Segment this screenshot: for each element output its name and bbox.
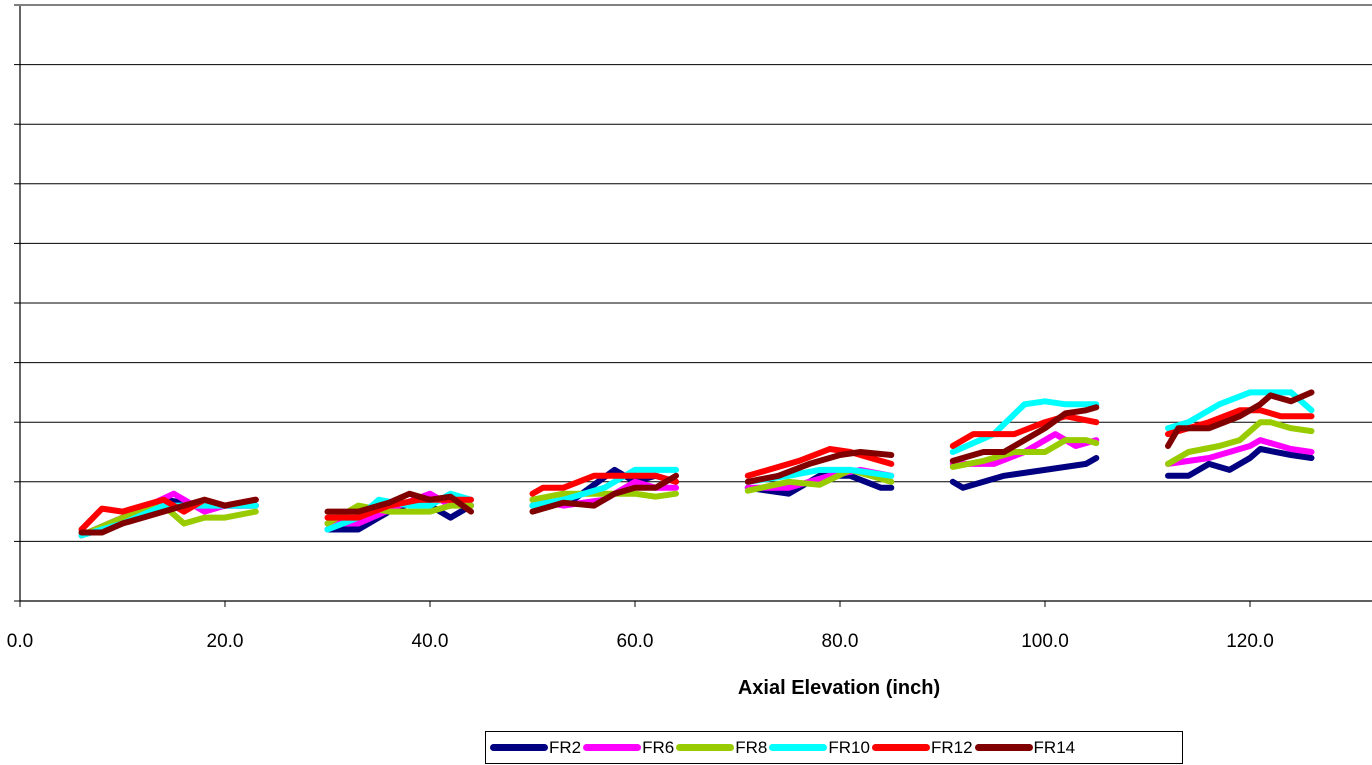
series-fr8 — [78, 419, 1315, 539]
legend-label: FR2 — [549, 737, 582, 757]
gridlines — [20, 4, 1372, 542]
series-line-fr10 — [1165, 389, 1315, 432]
series-line-fr8 — [949, 437, 1100, 470]
series-line-fr14 — [744, 449, 895, 485]
axes — [14, 4, 1372, 607]
legend-label: FR12 — [930, 737, 973, 757]
series-fr14 — [78, 389, 1315, 536]
series-line-fr14 — [324, 490, 474, 515]
x-tick-labels: 0.0 20.0 40.0 60.0 80.0 100.0 120.0 — [7, 631, 1274, 652]
legend-swatch — [490, 744, 548, 751]
series-fr2 — [78, 446, 1315, 539]
series-line-fr6 — [1165, 437, 1315, 467]
series-line-fr2 — [949, 455, 1100, 491]
x-axis-title: Axial Elevation (inch) — [738, 677, 940, 699]
series-line-fr12 — [529, 472, 679, 497]
legend-item-fr2: FR2 — [490, 738, 581, 758]
series-line-fr2 — [1165, 446, 1315, 479]
legend-label: FR14 — [1033, 737, 1076, 757]
x-tick-label: 100.0 — [1021, 631, 1069, 652]
legend-label: FR10 — [828, 737, 870, 757]
legend-swatch — [871, 744, 930, 751]
series-fr10 — [78, 389, 1315, 539]
x-tick-label: 20.0 — [207, 631, 244, 652]
series-line-fr14 — [78, 496, 259, 536]
legend-item-fr10: FR10 — [769, 738, 870, 758]
legend-item-fr8: FR8 — [676, 738, 767, 758]
legend: FR2 FR6 FR8 FR10 FR12 FR14 — [485, 731, 1183, 764]
legend-item-fr14: FR14 — [974, 737, 1076, 758]
x-tick-label: 40.0 — [412, 631, 449, 652]
series-line-fr8 — [78, 502, 259, 539]
series-line-fr14 — [949, 404, 1100, 464]
legend-item-fr6: FR6 — [583, 738, 674, 758]
series-line-fr14 — [1165, 389, 1315, 449]
x-tick-label: 120.0 — [1226, 631, 1274, 652]
series-line-fr8 — [324, 502, 474, 527]
legend-swatch — [769, 744, 828, 751]
x-tick-label: 80.0 — [822, 631, 859, 652]
legend-swatch — [676, 744, 735, 751]
legend-label: FR6 — [642, 737, 675, 757]
series-line-fr12 — [949, 413, 1100, 449]
series-line-fr8 — [1165, 419, 1315, 467]
series-line-fr10 — [529, 466, 679, 509]
series-line-fr12 — [744, 446, 895, 479]
series-fr6 — [78, 431, 1315, 539]
series-fr12 — [78, 407, 1315, 533]
legend-item-fr12: FR12 — [871, 737, 973, 758]
legend-swatch — [974, 744, 1033, 751]
series-line-fr6 — [949, 431, 1100, 467]
x-tick-label: 60.0 — [617, 631, 654, 652]
x-tick-label: 0.0 — [7, 631, 33, 652]
series-layer — [78, 389, 1315, 539]
legend-swatch — [583, 744, 642, 751]
series-line-fr14 — [529, 472, 679, 515]
legend-label: FR8 — [735, 737, 768, 757]
